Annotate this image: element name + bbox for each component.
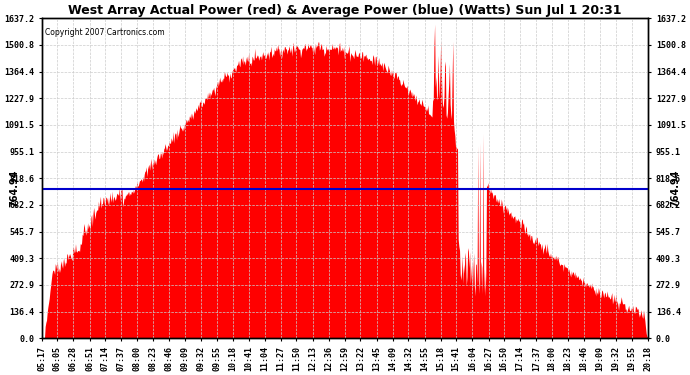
Text: 764.94: 764.94 bbox=[10, 170, 19, 207]
Text: 764.94: 764.94 bbox=[671, 170, 680, 207]
Text: Copyright 2007 Cartronics.com: Copyright 2007 Cartronics.com bbox=[45, 28, 164, 37]
Title: West Array Actual Power (red) & Average Power (blue) (Watts) Sun Jul 1 20:31: West Array Actual Power (red) & Average … bbox=[68, 4, 622, 17]
